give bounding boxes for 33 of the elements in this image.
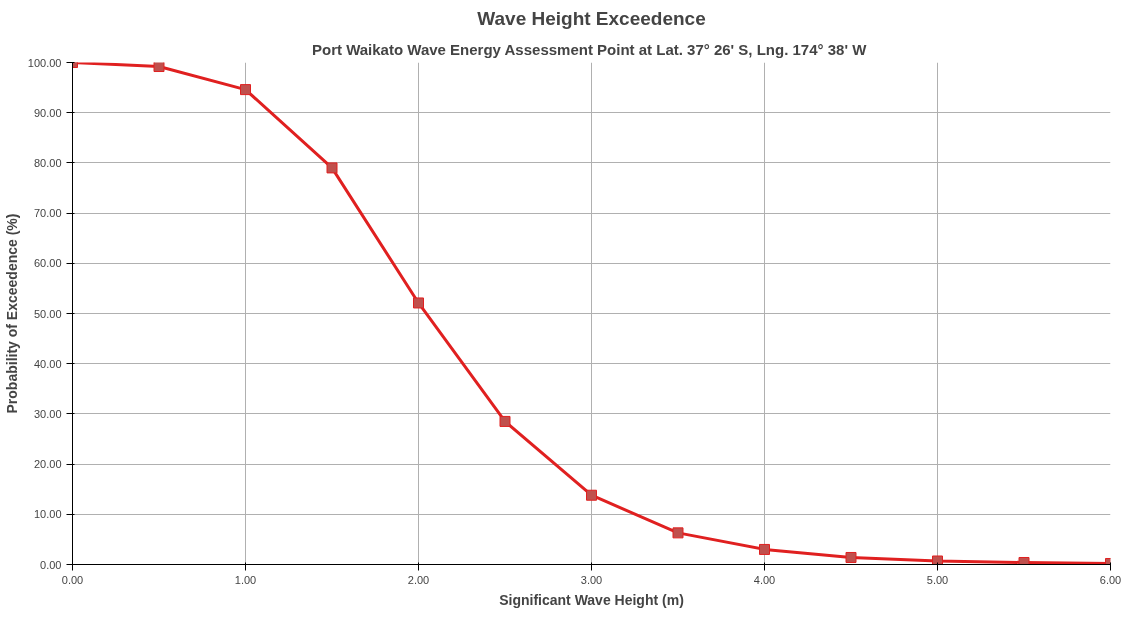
point (413, 297, 424, 309)
y-tick-label: 20.00 (33, 458, 62, 471)
y-tick-label: 80.00 (33, 156, 62, 169)
y-tick-label: 60.00 (33, 257, 62, 270)
point (326, 162, 338, 174)
chart-title: Wave Height Exceedence (477, 7, 706, 29)
point (672, 527, 684, 539)
y-tick-label: 90.00 (33, 106, 62, 119)
y-tick-label: 70.00 (33, 207, 62, 220)
point (153, 62, 165, 73)
point (932, 555, 943, 565)
y-axis-title: Probability of Exceedence (%) (3, 213, 20, 414)
y-tick-label: 0.00 (40, 558, 62, 571)
x-tick-label: 5.00 (926, 573, 949, 586)
x-tick-label: 6.00 (1099, 573, 1122, 586)
point (586, 489, 597, 501)
point (1018, 556, 1030, 565)
point (240, 84, 251, 96)
x-tick-label: 1.00 (234, 573, 257, 586)
point (845, 551, 857, 563)
x-tick-label: 2.00 (407, 573, 430, 586)
point (499, 415, 511, 427)
y-tick-label: 100.00 (27, 56, 62, 69)
y-tick-label: 10.00 (33, 508, 62, 521)
x-tick-label: 3.00 (580, 573, 603, 586)
y-tick-label: 50.00 (33, 307, 62, 320)
y-tick-label: 30.00 (33, 407, 62, 420)
chart-subtitle: Port Waikato Wave Energy Assessment Point at Lat. 37° 26' S, Lng. 174° 38' W (311, 40, 868, 58)
x-tick-label: 0.00 (61, 573, 84, 586)
y-tick-label: 40.00 (33, 357, 62, 370)
x-axis-title: Significant Wave Height (m) (499, 591, 684, 608)
point (759, 543, 770, 555)
x-tick-label: 4.00 (753, 573, 776, 586)
